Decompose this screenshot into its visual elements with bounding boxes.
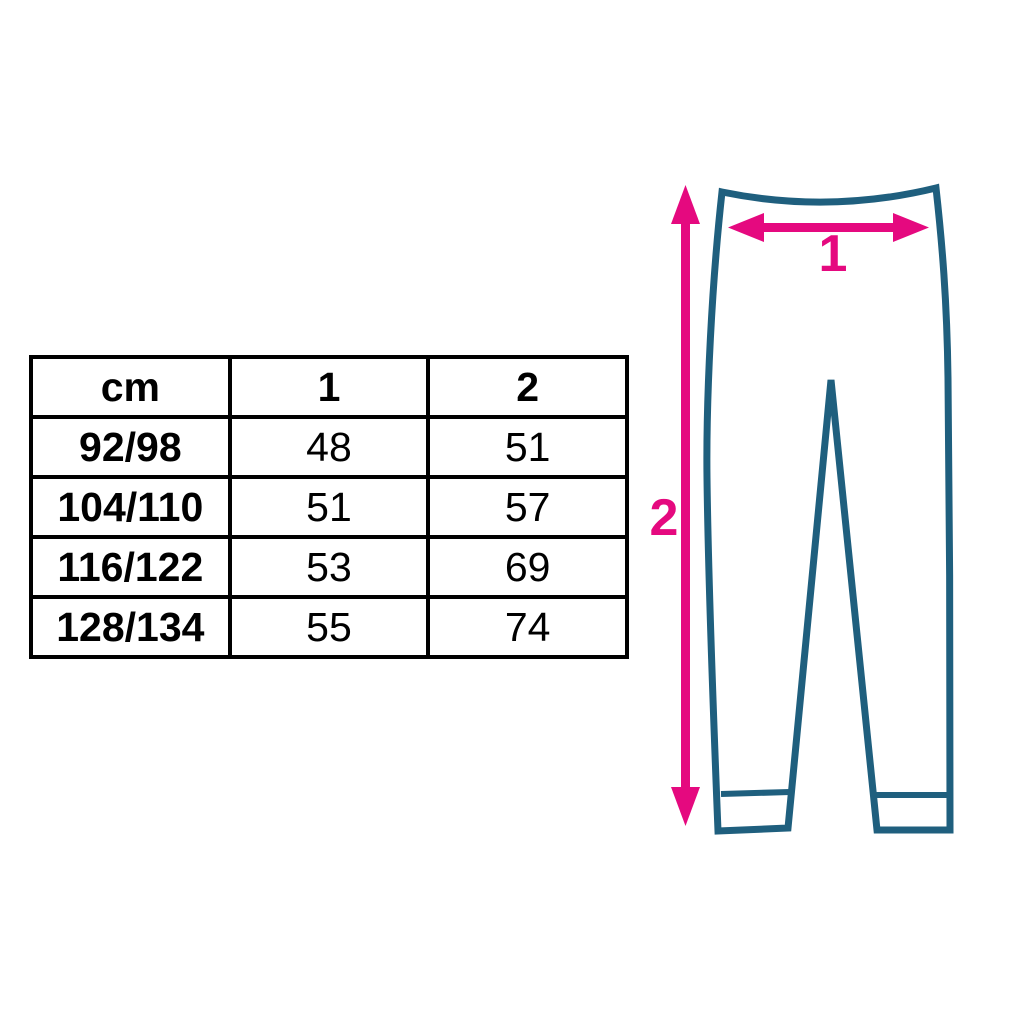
header-cell-1: 1 <box>227 355 431 419</box>
table-header-row: cm 1 2 <box>29 355 629 419</box>
table-row: 92/98 48 51 <box>29 415 629 479</box>
value-cell: 57 <box>426 475 629 539</box>
size-cell: 104/110 <box>29 475 232 539</box>
table-row: 104/110 51 57 <box>29 475 629 539</box>
length-dimension-arrow <box>671 185 700 826</box>
value-cell: 51 <box>426 415 629 479</box>
pants-diagram <box>671 183 954 835</box>
length-arrow-label: 2 <box>649 489 679 547</box>
value-cell: 55 <box>227 595 431 659</box>
header-cell-2: 2 <box>426 355 629 419</box>
width-arrow-label: 1 <box>818 225 848 283</box>
size-cell: 92/98 <box>29 415 232 479</box>
value-cell: 53 <box>227 535 431 599</box>
table-row: 128/134 55 74 <box>29 595 629 659</box>
value-cell: 51 <box>227 475 431 539</box>
size-table: cm 1 2 92/98 48 51 104/110 51 57 116/122… <box>29 355 629 659</box>
value-cell: 69 <box>426 535 629 599</box>
pants-outline <box>703 183 954 835</box>
size-cell: 128/134 <box>29 595 232 659</box>
value-cell: 48 <box>227 415 431 479</box>
width-dimension-arrow <box>728 213 929 242</box>
table-row: 116/122 53 69 <box>29 535 629 599</box>
header-cell-cm: cm <box>29 355 232 419</box>
size-cell: 116/122 <box>29 535 232 599</box>
value-cell: 74 <box>426 595 629 659</box>
left-cuff-line <box>720 789 791 797</box>
